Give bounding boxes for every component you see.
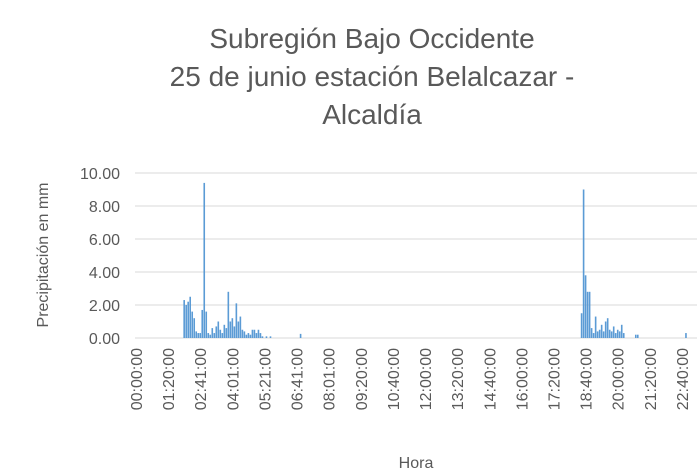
y-tick-label: 10.00 — [80, 166, 120, 183]
bar — [195, 331, 198, 338]
x-tick-label: 04:01:00 — [225, 348, 242, 410]
bar — [213, 333, 216, 338]
chart-title: Alcaldía — [322, 99, 422, 130]
bar — [229, 321, 232, 338]
bar — [604, 321, 607, 338]
bar — [193, 318, 196, 338]
bar — [269, 336, 272, 338]
bar — [636, 334, 639, 338]
bar — [588, 291, 591, 338]
bar — [223, 324, 226, 338]
y-tick-label: 0.00 — [89, 331, 120, 348]
bar — [185, 305, 187, 338]
bar — [221, 333, 224, 338]
x-tick-label: 22:40:00 — [675, 348, 692, 410]
bar — [227, 291, 230, 338]
bar — [201, 309, 204, 338]
x-tick-label: 14:40:00 — [482, 348, 499, 410]
y-axis-label: Precipitación en mm — [35, 183, 52, 328]
bar — [590, 328, 593, 338]
x-tick-label: 09:20:00 — [354, 348, 371, 410]
bar — [299, 333, 302, 338]
bar — [634, 334, 637, 338]
bar — [231, 318, 234, 338]
bar — [225, 328, 228, 338]
bar — [620, 324, 623, 338]
y-tick-label: 2.00 — [89, 298, 120, 315]
chart-title: 25 de junio estación Belalcazar - — [170, 61, 575, 92]
bar — [685, 333, 687, 338]
x-tick-label: 16:00:00 — [514, 348, 531, 410]
bar — [596, 331, 599, 338]
bar — [257, 329, 260, 338]
bar — [606, 318, 609, 338]
x-tick-label: 13:20:00 — [450, 348, 467, 410]
bar — [255, 333, 258, 338]
bar — [584, 275, 587, 338]
bar — [241, 329, 244, 338]
bar — [245, 334, 248, 338]
bar — [614, 333, 617, 338]
bar — [209, 334, 212, 338]
y-tick-label: 6.00 — [89, 232, 120, 249]
y-tick-label: 4.00 — [89, 265, 120, 282]
bar — [199, 333, 202, 338]
bar — [622, 333, 625, 338]
x-tick-label: 21:20:00 — [643, 348, 660, 410]
bar — [265, 336, 268, 338]
bar — [259, 333, 262, 338]
bar — [618, 331, 621, 338]
bar — [197, 333, 200, 338]
x-tick-label: 05:21:00 — [257, 348, 274, 410]
bar — [586, 291, 589, 338]
bar — [582, 189, 585, 338]
x-axis-label: Hora — [399, 455, 434, 472]
bar — [251, 329, 254, 338]
bar — [594, 316, 597, 338]
bar — [191, 311, 194, 338]
bar — [239, 316, 242, 338]
bar — [598, 329, 601, 338]
bar — [203, 182, 206, 338]
bar — [207, 333, 210, 338]
x-tick-label: 01:20:00 — [161, 348, 178, 410]
chart-title: Subregión Bajo Occidente — [209, 23, 534, 54]
bar — [602, 331, 605, 338]
bar — [243, 331, 246, 338]
bar — [217, 321, 220, 338]
bar — [233, 326, 236, 338]
bar — [616, 329, 619, 338]
bar — [580, 313, 583, 338]
bar — [187, 301, 189, 338]
x-tick-label: 12:00:00 — [418, 348, 435, 410]
bar — [205, 311, 208, 338]
bar — [237, 321, 240, 338]
bar — [600, 324, 603, 338]
x-tick-label: 08:01:00 — [322, 348, 339, 410]
bar — [235, 303, 238, 338]
bar — [219, 329, 222, 338]
bar — [612, 326, 615, 338]
x-tick-label: 10:40:00 — [386, 348, 403, 410]
bar — [253, 329, 256, 338]
bar — [183, 300, 185, 338]
bar — [610, 331, 613, 338]
bar — [215, 326, 218, 338]
bar — [261, 336, 264, 338]
x-tick-label: 00:00:00 — [129, 348, 146, 410]
x-tick-label: 18:40:00 — [579, 348, 596, 410]
bar — [249, 334, 252, 338]
bar — [247, 333, 250, 338]
bar — [592, 333, 595, 338]
y-tick-label: 8.00 — [89, 199, 120, 216]
x-tick-label: 20:00:00 — [611, 348, 628, 410]
bar — [211, 328, 214, 338]
x-tick-label: 02:41:00 — [193, 348, 210, 410]
x-tick-label: 06:41:00 — [290, 348, 307, 410]
bar — [189, 296, 191, 338]
bar — [608, 329, 611, 338]
x-tick-label: 17:20:00 — [546, 348, 563, 410]
